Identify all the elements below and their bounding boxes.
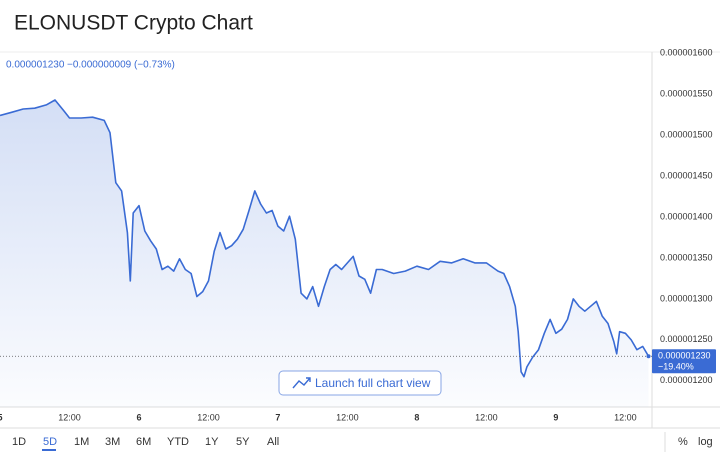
last-price: 0.000001230 <box>6 60 65 71</box>
y-tick-label: 0.000001550 <box>660 89 713 99</box>
x-tick-label: 9 <box>553 412 558 422</box>
y-tick-label: 0.000001500 <box>660 130 713 140</box>
x-tick-label: 8 <box>414 412 419 422</box>
x-tick-label: 12:00 <box>614 412 637 422</box>
range-button[interactable]: All <box>267 436 279 448</box>
range-button[interactable]: 5D <box>43 436 57 448</box>
range-button[interactable]: 3M <box>105 436 120 448</box>
chart-title: ELONUSDT Crypto Chart <box>14 12 253 35</box>
launch-icon <box>292 377 311 389</box>
scale-button[interactable]: log <box>698 436 713 448</box>
range-button[interactable]: 1M <box>74 436 89 448</box>
y-tick-label: 0.000001300 <box>660 293 713 303</box>
scale-button[interactable]: % <box>678 436 688 448</box>
price-tag-value: 0.000001230 <box>658 351 711 361</box>
range-button[interactable]: YTD <box>167 436 189 448</box>
range-button[interactable]: 6M <box>136 436 151 448</box>
y-tick-label: 0.000001350 <box>660 252 713 262</box>
last-point <box>646 354 651 359</box>
x-tick-label: 12:00 <box>336 412 359 422</box>
x-tick-label: 6 <box>136 412 141 422</box>
price-line <box>0 99 650 378</box>
x-tick-label: 12:00 <box>475 412 498 422</box>
y-tick-label: 0.000001600 <box>660 48 713 58</box>
launch-button[interactable] <box>278 370 442 396</box>
price-change: −0.000000009 (−0.73%) <box>67 60 175 71</box>
y-tick-label: 0.000001450 <box>660 170 713 180</box>
price-tag <box>652 349 716 374</box>
x-tick-label: 5 <box>0 412 3 422</box>
area-fill <box>0 100 649 407</box>
x-tick-label: 12:00 <box>58 412 81 422</box>
range-button[interactable]: 1D <box>12 436 26 448</box>
range-button[interactable]: 1Y <box>205 436 219 448</box>
x-tick-label: 12:00 <box>197 412 220 422</box>
y-tick-label: 0.000001200 <box>660 375 713 385</box>
range-button[interactable]: 5Y <box>236 436 250 448</box>
y-tick-label: 0.000001250 <box>660 334 713 344</box>
y-tick-label: 0.000001400 <box>660 211 713 221</box>
launch-button-label[interactable]: Launch full chart view <box>315 376 431 390</box>
x-tick-label: 7 <box>275 412 280 422</box>
price-tag-change: −19.40% <box>658 362 694 372</box>
